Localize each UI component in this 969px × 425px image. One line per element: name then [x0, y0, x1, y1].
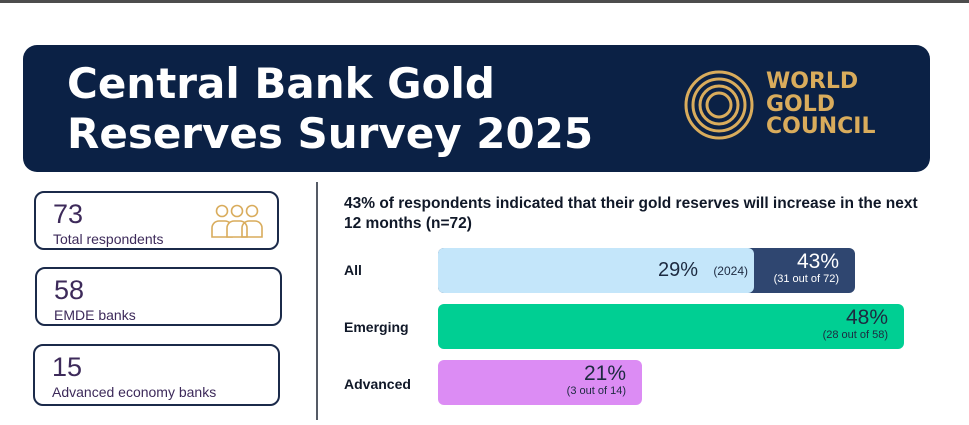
stat-card-advanced-economy-banks: 15 Advanced economy banks: [33, 344, 280, 406]
bar-value-label: 21%: [584, 363, 626, 385]
logo-wordmark: WORLD GOLD COUNCIL: [766, 71, 875, 139]
bar-value-label: 43%: [797, 251, 839, 273]
page-title: Central Bank Gold Reserves Survey 2025: [67, 59, 593, 159]
world-gold-council-logo-icon: [683, 69, 755, 141]
bar-count-label: (28 out of 58): [823, 329, 888, 341]
category-label-advanced: Advanced: [344, 376, 411, 392]
category-label-emerging: Emerging: [344, 319, 409, 335]
stat-label: EMDE banks: [54, 307, 136, 323]
stat-value: 73: [53, 198, 83, 230]
stat-card-emde-banks: 58 EMDE banks: [35, 267, 282, 326]
stat-label: Total respondents: [53, 231, 164, 247]
people-group-icon: [208, 203, 266, 239]
bar-all-2024: 29% (2024): [438, 248, 754, 293]
bar-count-label: (31 out of 72): [774, 273, 839, 285]
bar-year-label-2024: (2024): [713, 264, 748, 278]
bar-count-label: (3 out of 14): [567, 385, 626, 397]
stat-value: 15: [52, 351, 82, 383]
title-line-2: Reserves Survey 2025: [67, 109, 593, 159]
logo-word-council: COUNCIL: [766, 116, 875, 139]
logo-word-gold: GOLD: [766, 94, 875, 117]
bar-advanced-2025: 21% (3 out of 14): [438, 360, 642, 405]
bar-emerging-2025: 48% (28 out of 58): [438, 304, 904, 349]
top-rule: [0, 0, 969, 3]
header-banner: Central Bank Gold Reserves Survey 2025 W…: [23, 45, 930, 172]
category-label-all: All: [344, 262, 362, 278]
stat-value: 58: [54, 274, 84, 306]
logo-word-world: WORLD: [766, 71, 875, 94]
stat-label: Advanced economy banks: [52, 384, 216, 400]
stat-card-total-respondents: 73 Total respondents: [34, 191, 279, 250]
chart-title: 43% of respondents indicated that their …: [344, 194, 924, 234]
bar-value-label: 48%: [846, 307, 888, 329]
vertical-divider: [316, 182, 318, 420]
bar-value-label-2024: 29%: [658, 259, 698, 282]
title-line-1: Central Bank Gold: [67, 59, 593, 109]
